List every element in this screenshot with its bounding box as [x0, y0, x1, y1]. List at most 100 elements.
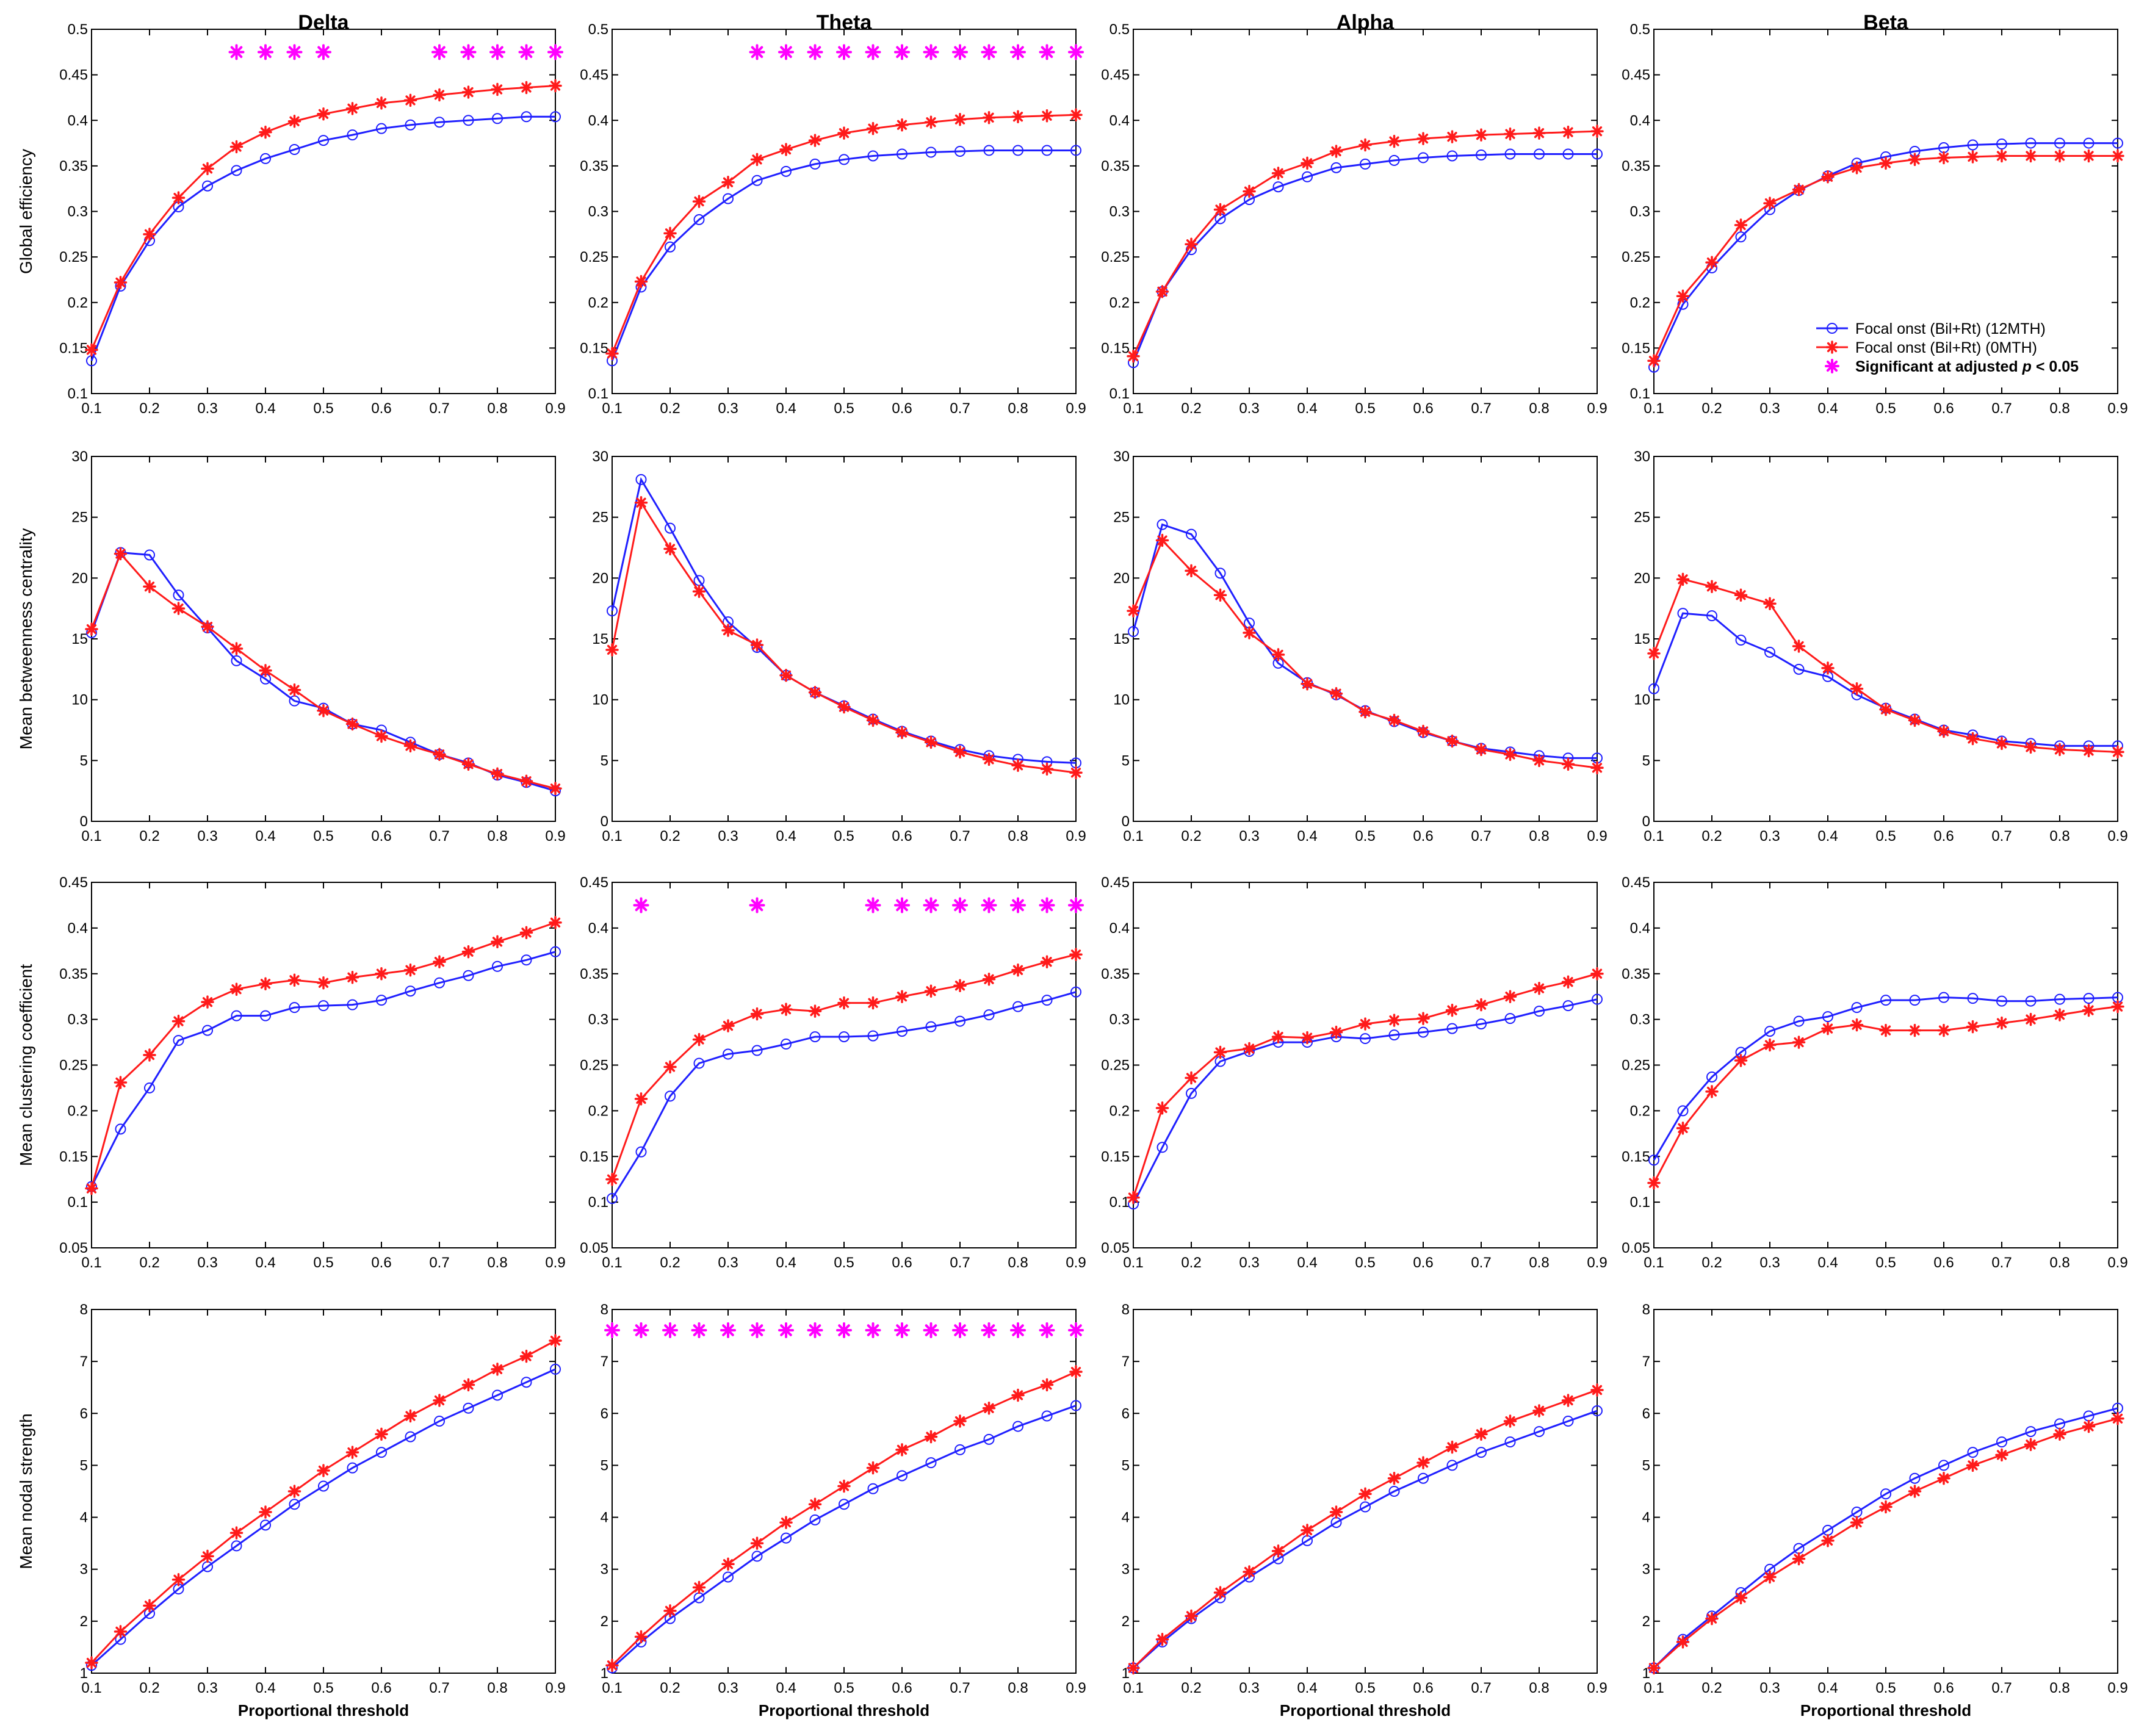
point-12mth: [1360, 1501, 1371, 1513]
point-0mth: [866, 121, 880, 135]
point-0mth: [519, 774, 533, 788]
point-0mth: [229, 1526, 244, 1540]
panel-mean-nodal-strength-delta: 1 2 3 4 5 6 7 8 0.1 0.2 0.3 0.4 0.5 0.6 0.7 0.8 0.9 Propo…: [80, 1302, 566, 1720]
point-0mth-stroke: [1764, 198, 1775, 209]
point-0mth: [229, 140, 244, 154]
y-tick-label: 5: [1122, 752, 1130, 769]
point-0mth-stroke: [1042, 1380, 1052, 1390]
point-0mth: [1503, 990, 1517, 1003]
point-0mth: [982, 752, 996, 766]
point-0mth: [1879, 1500, 1893, 1514]
point-0mth-stroke: [1996, 1018, 2007, 1028]
x-tick-label: 0.2: [1181, 828, 1201, 845]
y-tick-label: 0.45: [1101, 67, 1130, 84]
point-0mth: [114, 1625, 128, 1638]
point-12mth: [925, 146, 937, 158]
point-12mth: [665, 241, 676, 253]
y-tick-label: 3: [80, 1561, 88, 1578]
y-tick-label: 0.45: [580, 874, 608, 891]
legend-marker-significance: [1825, 359, 1839, 373]
point-0mth: [1185, 1609, 1198, 1623]
point-0mth-stroke: [86, 1657, 97, 1668]
y-tick-label: 0.1: [588, 1194, 608, 1211]
x-tick-label: 0.1: [81, 1680, 101, 1696]
point-12mth: [1592, 993, 1603, 1005]
point-12mth: [492, 113, 503, 124]
x-tick-label: 0.3: [718, 828, 738, 845]
point-0mth: [491, 935, 504, 949]
point-0mth-stroke: [1592, 968, 1603, 979]
point-0mth: [605, 1659, 619, 1672]
point-0mth-stroke: [868, 715, 878, 726]
point-12mth: [1012, 1001, 1023, 1012]
legend-label: Focal onst (Bil+Rt) (0MTH): [1855, 339, 2037, 356]
point-0mth-stroke: [318, 705, 329, 716]
x-tick-label: 0.3: [197, 828, 217, 845]
point-0mth-stroke: [1880, 704, 1891, 715]
point-12mth: [1041, 145, 1053, 156]
point-12mth: [1967, 993, 1979, 1004]
panel-global-efficiency-alpha: 0.1 0.15 0.2 0.25 0.3 0.35 0.4 0.45 0.5 0.1 0.2 0.3…: [1101, 21, 1607, 417]
point-0mth: [924, 1430, 938, 1444]
significance-marker-stroke: [867, 1324, 879, 1336]
point-0mth-stroke: [289, 116, 300, 126]
point-12mth: [1070, 986, 1081, 998]
point-0mth-stroke: [1012, 1390, 1023, 1400]
point-0mth: [1590, 967, 1604, 981]
point-12mth: [723, 1571, 734, 1583]
point-0mth-stroke: [665, 1062, 676, 1072]
x-tick-label: 0.3: [197, 1255, 217, 1271]
point-12mth: [1446, 150, 1458, 162]
x-tick-label: 0.1: [602, 1255, 622, 1271]
x-tick-label: 0.8: [1008, 828, 1028, 845]
x-tick-label: 0.7: [1991, 1680, 2012, 1696]
point-0mth: [866, 1461, 880, 1475]
point-0mth: [1561, 1394, 1575, 1407]
y-tick-label: 7: [80, 1353, 88, 1370]
point-12mth: [289, 1499, 300, 1510]
x-tick-label: 0.3: [1759, 400, 1780, 417]
point-0mth: [317, 976, 330, 990]
x-tick-label: 0.7: [950, 1255, 970, 1271]
x-tick-label: 0.6: [1933, 1255, 1954, 1271]
point-0mth-stroke: [492, 84, 503, 95]
x-tick-label: 0.9: [1587, 400, 1607, 417]
point-12mth: [1909, 995, 1921, 1006]
point-0mth-stroke: [1764, 599, 1775, 609]
point-12mth: [781, 1532, 792, 1544]
point-0mth-stroke: [231, 984, 242, 995]
point-0mth-stroke: [1215, 590, 1225, 600]
point-0mth-stroke: [781, 1517, 792, 1528]
significance-marker-stroke: [954, 1324, 966, 1336]
point-0mth-stroke: [984, 754, 994, 765]
point-12mth: [434, 977, 445, 989]
point-12mth: [550, 946, 561, 957]
significance-marker-stroke: [606, 1324, 618, 1336]
x-tick-label: 0.5: [1875, 828, 1896, 845]
point-0mth-stroke: [1764, 1040, 1775, 1050]
point-0mth-stroke: [144, 582, 155, 592]
point-0mth-stroke: [434, 957, 445, 967]
point-0mth-stroke: [144, 1601, 155, 1611]
point-0mth-stroke: [376, 968, 387, 979]
point-0mth: [1792, 639, 1806, 653]
series-line-12mth: [1653, 996, 2118, 1161]
x-tick-label: 0.9: [2107, 400, 2127, 417]
point-0mth-stroke: [1302, 1032, 1313, 1043]
point-0mth: [982, 1402, 996, 1415]
y-tick-label: 6: [1122, 1405, 1130, 1422]
point-0mth-stroke: [954, 114, 965, 124]
significance-marker: [286, 44, 303, 60]
point-0mth: [201, 620, 214, 633]
point-0mth-stroke: [1186, 239, 1197, 250]
x-tick-label: 0.7: [950, 1680, 970, 1696]
panel-mean-betweenness-centrality-delta: 0 5 10 15 20 25 30 0.1 0.2 0.3 0.4 0.5 0.6 0.7 0.8 0.9: [71, 448, 565, 845]
point-0mth: [1995, 1448, 2008, 1462]
panel-mean-clustering-coefficient-delta: 0.050.10.150.20.250.30.350.40.450.1 0.2 0.…: [59, 874, 565, 1271]
point-0mth-stroke: [636, 1632, 646, 1642]
point-0mth-stroke: [607, 644, 618, 655]
point-0mth: [692, 1580, 706, 1594]
point-12mth: [318, 135, 329, 146]
point-0mth-stroke: [260, 979, 271, 989]
point-0mth-stroke: [347, 103, 358, 113]
